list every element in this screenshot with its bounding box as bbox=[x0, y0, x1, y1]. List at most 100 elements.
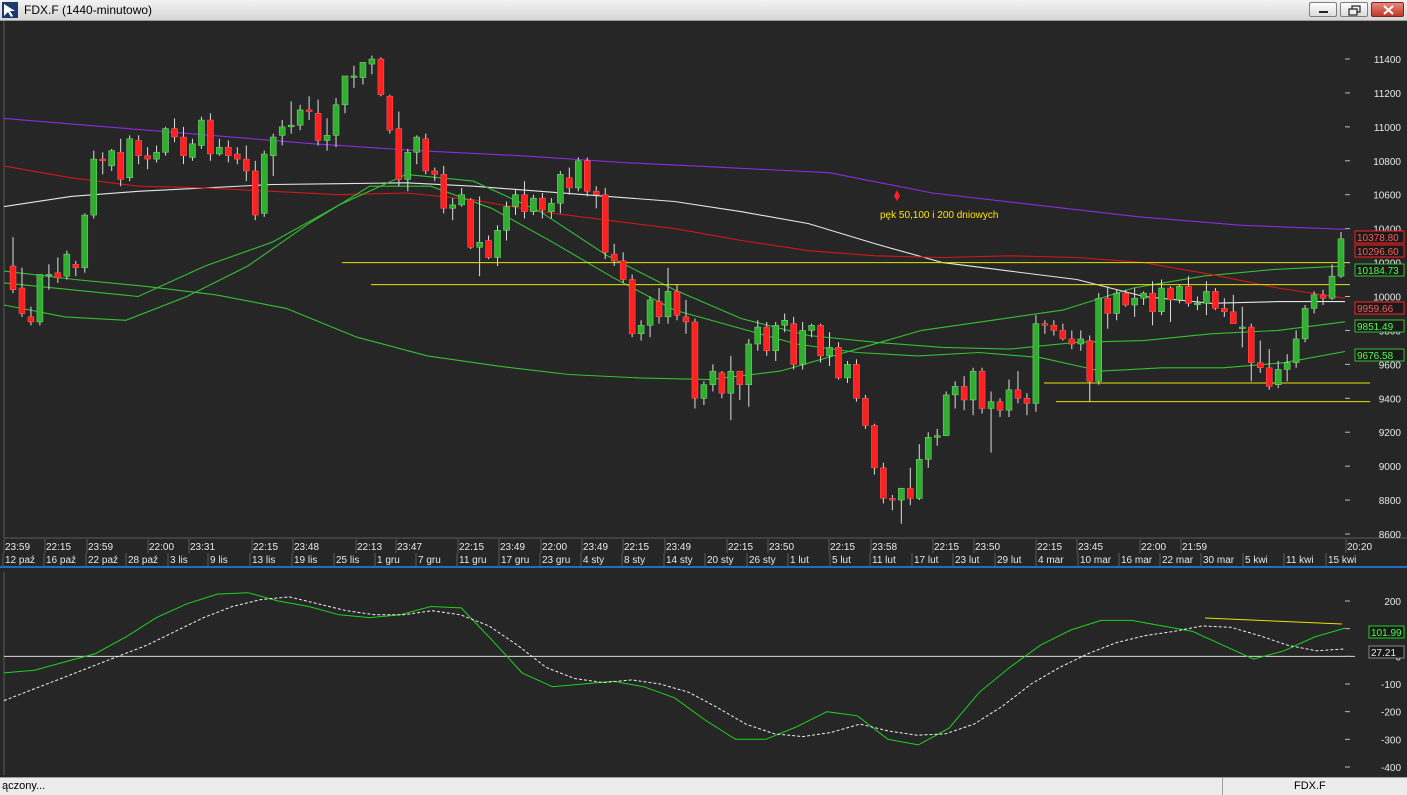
status-bar: ączony... FDX.F bbox=[0, 777, 1407, 795]
candle-body bbox=[727, 370, 735, 394]
candle-body bbox=[225, 146, 232, 156]
time-label: 23:50 bbox=[975, 542, 1000, 553]
time-label: 22:13 bbox=[357, 542, 382, 553]
date-label: 3 lis bbox=[170, 555, 188, 566]
candle-body bbox=[431, 170, 438, 175]
restore-button[interactable] bbox=[1340, 2, 1368, 17]
candle-body bbox=[287, 124, 295, 128]
candle-body bbox=[1113, 292, 1120, 314]
candle-body bbox=[817, 325, 824, 357]
date-label: 7 gru bbox=[418, 555, 441, 566]
candle-body bbox=[808, 325, 815, 331]
date-label: 19 lis bbox=[294, 555, 317, 566]
candle-body bbox=[404, 152, 412, 180]
candlestick-series bbox=[9, 55, 1345, 524]
price-labels: 10378.80 10296.60 10184.73 9959.66 9851.49 96… bbox=[1354, 230, 1405, 362]
candle-body bbox=[862, 398, 869, 426]
candle-body bbox=[1176, 286, 1183, 301]
candle-body bbox=[1059, 330, 1067, 340]
candle-body bbox=[494, 230, 501, 258]
candle-body bbox=[655, 301, 663, 318]
time-label: 22:00 bbox=[149, 542, 174, 553]
candle-body bbox=[709, 370, 717, 385]
candle-body bbox=[1221, 308, 1228, 313]
candle-body bbox=[1041, 323, 1049, 326]
candle-body bbox=[1274, 369, 1282, 385]
candle-body bbox=[422, 138, 430, 172]
candle-body bbox=[108, 150, 115, 167]
date-label: 17 lut bbox=[914, 555, 939, 566]
candle-body bbox=[135, 140, 142, 156]
time-label: 22:15 bbox=[1037, 542, 1062, 553]
candle-body bbox=[1122, 292, 1129, 306]
candle-body bbox=[467, 199, 474, 248]
price-tick-label: 10600 bbox=[1373, 191, 1401, 202]
status-separator bbox=[1222, 778, 1223, 795]
candle-body bbox=[942, 394, 950, 436]
candle-body bbox=[269, 136, 277, 156]
candle-body bbox=[646, 299, 654, 326]
price-label-box bbox=[1354, 230, 1405, 244]
date-label: 23 lut bbox=[955, 555, 980, 566]
candle-body bbox=[395, 128, 403, 180]
chart-app-icon bbox=[2, 2, 18, 18]
candle-body bbox=[377, 58, 385, 95]
date-label: 1 lut bbox=[790, 555, 809, 566]
candle-body bbox=[189, 143, 196, 158]
time-label: 23:47 bbox=[397, 542, 422, 553]
price-tick-label: 11000 bbox=[1374, 123, 1402, 134]
time-label: 23:59 bbox=[5, 542, 30, 553]
red-moving-average bbox=[3, 165, 1346, 299]
candle-body bbox=[180, 136, 187, 156]
candle-body bbox=[682, 316, 690, 323]
chart-canvas[interactable]: pęk 50,100 i 200 dniowych 11400 11200 1100… bbox=[0, 21, 1407, 777]
candle-body bbox=[978, 370, 986, 409]
oscillator-tick-label: -200 bbox=[1381, 708, 1401, 719]
date-label: 10 mar bbox=[1080, 555, 1112, 566]
candle-body bbox=[691, 321, 699, 399]
candle-body bbox=[1149, 292, 1156, 313]
candle-body bbox=[413, 136, 421, 153]
candle-body bbox=[440, 174, 447, 209]
time-label: 22:00 bbox=[1141, 542, 1166, 553]
date-label: 13 lis bbox=[252, 555, 275, 566]
date-label: 14 sty bbox=[666, 555, 693, 566]
candle-body bbox=[153, 152, 160, 160]
price-tick-label: 9600 bbox=[1379, 360, 1402, 371]
candle-body bbox=[799, 330, 806, 365]
price-label-box bbox=[1354, 244, 1405, 258]
date-label: 28 paź bbox=[128, 555, 158, 566]
candle-body bbox=[144, 155, 151, 160]
candle-body bbox=[252, 170, 259, 216]
candle-body bbox=[45, 274, 53, 277]
minimize-button[interactable] bbox=[1309, 2, 1337, 17]
date-label: 5 kwi bbox=[1245, 555, 1268, 566]
candle-body bbox=[969, 370, 977, 401]
date-label: 22 paź bbox=[88, 555, 118, 566]
price-tick-label: 8600 bbox=[1379, 530, 1402, 541]
candle-body bbox=[332, 104, 340, 136]
candle-body bbox=[1230, 311, 1237, 324]
title-bar[interactable]: FDX.F (1440-minutowo) bbox=[0, 0, 1407, 21]
minimize-icon bbox=[1319, 11, 1328, 13]
time-label: 23:50 bbox=[769, 542, 794, 553]
candle-body bbox=[278, 126, 286, 136]
date-label: 12 paź bbox=[5, 555, 35, 566]
oscillator-value-box bbox=[1368, 645, 1405, 659]
grid-layer bbox=[0, 21, 1407, 775]
date-label: 30 mar bbox=[1203, 555, 1235, 566]
candle-body bbox=[754, 326, 762, 345]
candle-body bbox=[601, 194, 609, 253]
candle-body bbox=[1086, 340, 1094, 382]
time-label: 22:15 bbox=[728, 542, 753, 553]
candle-body bbox=[171, 128, 178, 138]
close-button[interactable] bbox=[1371, 2, 1404, 17]
oscillator-value-box bbox=[1368, 625, 1405, 639]
time-label: 22:15 bbox=[46, 542, 71, 553]
annotation-marker-icon bbox=[894, 190, 900, 201]
candle-body bbox=[81, 214, 89, 268]
candle-body bbox=[1283, 362, 1291, 370]
date-label: 1 gru bbox=[377, 555, 400, 566]
time-label: 23:49 bbox=[583, 542, 608, 553]
